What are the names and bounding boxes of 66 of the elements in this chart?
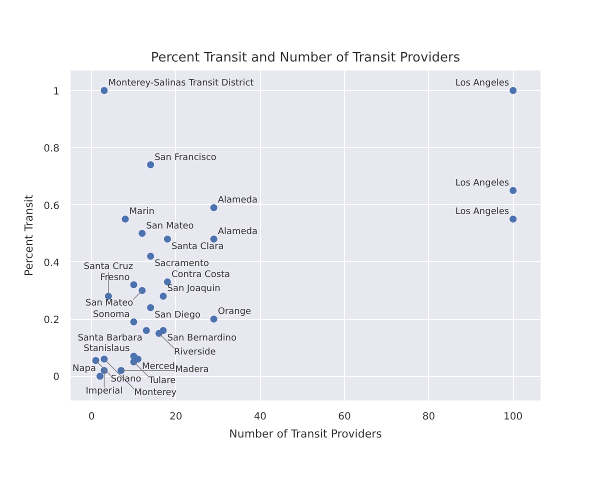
point — [510, 216, 517, 223]
point — [138, 230, 146, 237]
point — [510, 87, 517, 94]
annotation: Los Angeles — [455, 178, 510, 188]
annotation: Orange — [218, 307, 252, 318]
annotation: Los Angeles — [455, 78, 510, 88]
point — [142, 327, 150, 334]
point — [130, 318, 138, 326]
point — [100, 356, 108, 363]
x-tick-label: 20 — [170, 412, 182, 422]
point — [147, 304, 154, 312]
annotation: Santa Cruz — [84, 262, 134, 272]
point — [164, 236, 171, 243]
y-tick-label: 0.6 — [44, 200, 60, 212]
annotation: Santa Barbara — [78, 334, 142, 344]
annotation: Sonoma — [93, 310, 130, 320]
annotation: San Mateo — [86, 298, 134, 308]
point — [122, 216, 129, 223]
point — [100, 87, 108, 94]
annotation: Santa Clara — [171, 242, 224, 252]
point — [160, 292, 167, 300]
point — [92, 357, 100, 364]
annotation: Monterey-Salinas Transit District — [108, 78, 254, 88]
y-tick-label: 0 — [53, 372, 60, 384]
annotation: San Mateo — [146, 221, 194, 232]
annotation: Los Angeles — [455, 207, 510, 218]
annotation: Madera — [175, 365, 209, 375]
x-tick-label: 100 — [504, 412, 523, 422]
annotation: San Diego — [154, 310, 202, 321]
x-axis-title: Number of Transit Providers — [229, 428, 382, 440]
annotation: San Joaquin — [167, 284, 220, 294]
annotation: Imperial — [86, 386, 123, 396]
annotation: Fresno — [100, 272, 130, 283]
point — [130, 281, 138, 288]
annotation: San Francisco — [154, 152, 217, 163]
x-tick-label: 80 — [422, 412, 436, 422]
point — [210, 204, 218, 212]
point — [147, 252, 154, 260]
point — [147, 161, 154, 168]
y-tick-label: 1 — [53, 86, 60, 98]
y-tick-label: 0.4 — [44, 258, 60, 269]
point — [210, 316, 218, 323]
annotation: Stanislaus — [84, 344, 130, 354]
annotation: Merced — [142, 362, 175, 372]
annotation: Alameda — [218, 227, 258, 238]
y-tick-label: 0.2 — [44, 315, 60, 326]
chart-title: Percent Transit and Number of Transit Providers — [150, 50, 460, 66]
annotation: San Bernardino — [167, 334, 237, 344]
annotation: Riverside — [174, 347, 216, 358]
y-axis-title: Percent Transit — [22, 194, 36, 276]
point — [138, 287, 146, 294]
point — [164, 278, 171, 286]
point — [156, 330, 163, 337]
x-tick-label: 0 — [88, 412, 95, 422]
annotation: Sacramento — [154, 259, 210, 270]
point — [510, 187, 517, 194]
x-tick-label: 60 — [338, 412, 351, 422]
annotation: Alameda — [218, 196, 258, 206]
annotation: Tulare — [148, 376, 176, 386]
annotation: Napa — [72, 364, 96, 374]
point — [96, 372, 104, 380]
annotation: Marin — [129, 207, 154, 218]
annotation: Contra Costa — [171, 270, 230, 280]
x-tick-label: 40 — [254, 412, 267, 422]
y-tick-label: 0.8 — [44, 144, 60, 155]
annotation: Monterey — [134, 388, 178, 398]
